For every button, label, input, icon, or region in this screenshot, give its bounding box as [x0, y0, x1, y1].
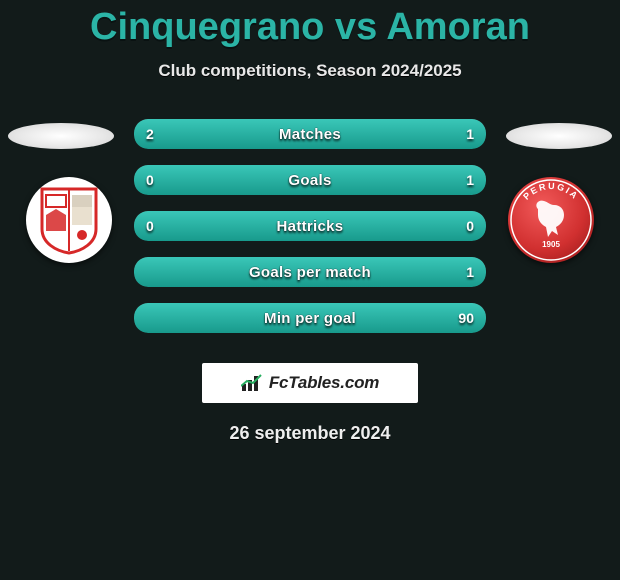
stat-fill-right [197, 165, 486, 195]
rimini-crest [26, 177, 112, 263]
stat-row-4: 90 Min per goal [134, 303, 486, 333]
stat-fill-left [134, 119, 366, 149]
stat-fill-left [134, 165, 197, 195]
stat-bars: 2 1 Matches 0 1 Goals 0 0 Hattricks 1 Go… [134, 119, 486, 349]
crest-text: PERUGIA [521, 181, 581, 202]
comparison-arena: PERUGIA 1905 2 1 Matches 0 1 Goals 0 0 H… [0, 119, 620, 339]
svg-text:PERUGIA: PERUGIA [521, 181, 581, 202]
platform-left [8, 123, 114, 149]
stat-fill-left [134, 303, 275, 333]
crest-year: 1905 [542, 240, 560, 249]
bar-chart-icon [241, 374, 263, 392]
stat-row-0: 2 1 Matches [134, 119, 486, 149]
stat-row-1: 0 1 Goals [134, 165, 486, 195]
platform-right [506, 123, 612, 149]
stat-fill-right [275, 303, 486, 333]
branding-box[interactable]: FcTables.com [202, 363, 418, 403]
page-subtitle: Club competitions, Season 2024/2025 [0, 61, 620, 81]
stat-fill-left [134, 211, 310, 241]
page-title: Cinquegrano vs Amoran [0, 0, 620, 49]
perugia-crest: PERUGIA 1905 [508, 177, 594, 263]
stat-fill-left [134, 257, 240, 287]
round-badge-icon: PERUGIA 1905 [508, 177, 594, 263]
shield-icon [38, 185, 100, 255]
stat-fill-right [366, 119, 486, 149]
stat-row-3: 1 Goals per match [134, 257, 486, 287]
stat-fill-right [240, 257, 486, 287]
stat-fill-right [310, 211, 486, 241]
infographic-card: Cinquegrano vs Amoran Club competitions,… [0, 0, 620, 580]
footer-date: 26 september 2024 [0, 423, 620, 444]
stat-row-2: 0 0 Hattricks [134, 211, 486, 241]
branding-text: FcTables.com [269, 373, 379, 393]
